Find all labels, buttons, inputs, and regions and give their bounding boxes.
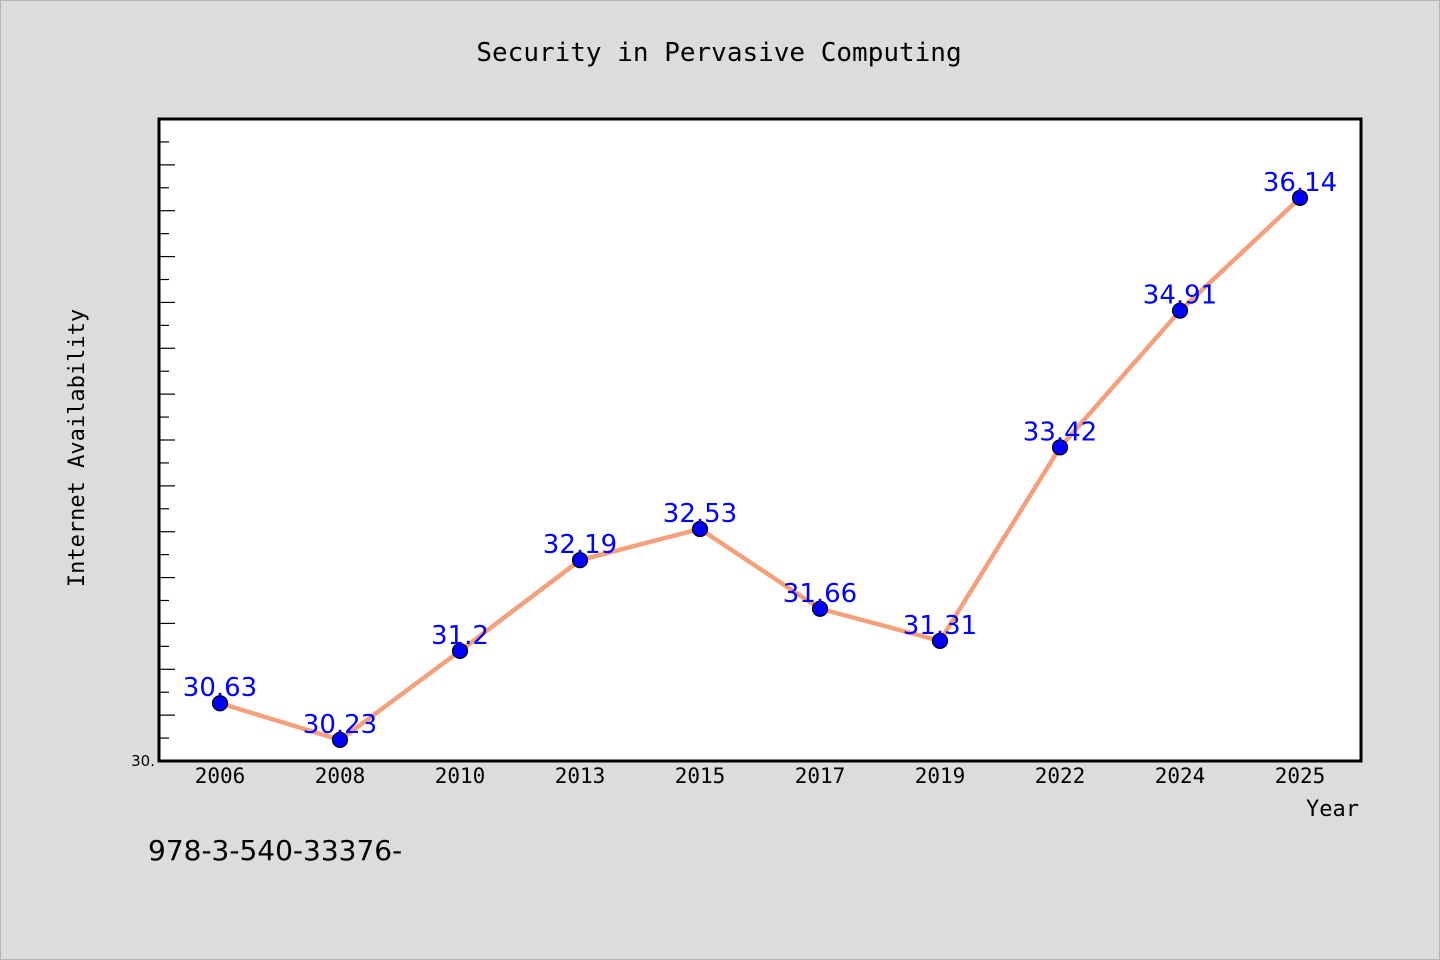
series-line [217, 195, 1303, 743]
series-line-group [217, 195, 1303, 743]
plot-area [157, 117, 1363, 763]
data-label: 31.66 [783, 579, 857, 609]
data-label: 32.19 [543, 530, 617, 560]
data-label: 32.53 [663, 499, 737, 529]
x-tick-label: 2024 [1155, 764, 1206, 788]
x-tick-label: 2006 [195, 764, 246, 788]
data-point-marker [451, 642, 469, 660]
x-tick-labels: 2006 2008 2010 2013 2015 2017 2019 2022 2024 2025 [195, 764, 1326, 788]
data-label: 31.31 [903, 611, 977, 641]
data-point-marker [811, 600, 829, 617]
data-label: 33.42 [1023, 417, 1097, 447]
x-tick-label: 2025 [1275, 764, 1326, 788]
series-data-labels: 30.63 30.23 31.2 32.19 32.53 31.66 31.31 33.42 3… [183, 168, 1337, 740]
data-label: 36.14 [1263, 168, 1337, 198]
data-label: 30.63 [183, 673, 257, 703]
data-point-marker [1051, 439, 1069, 456]
y-axis-label: Internet Availability [65, 309, 90, 587]
data-label: 34.91 [1143, 281, 1217, 311]
footer-caption: 978-3-540-33376- [148, 834, 403, 867]
x-tick-label: 2010 [435, 764, 486, 788]
data-point-marker [1291, 189, 1309, 206]
data-point-marker [691, 520, 709, 538]
data-point-marker [331, 731, 349, 749]
x-tick-label: 2022 [1035, 764, 1086, 788]
data-label: 31.2 [431, 621, 489, 651]
x-axis-label: Year [1306, 797, 1359, 822]
x-tick-label: 2015 [675, 764, 726, 788]
x-tick-label: 2013 [555, 764, 606, 788]
data-label: 30.23 [303, 710, 377, 740]
y-axis-min-tick-label: 30. [131, 752, 155, 770]
series-markers [211, 189, 1309, 749]
y-axis-ticks [159, 141, 175, 739]
data-point-marker [931, 632, 949, 649]
x-tick-label: 2019 [915, 764, 966, 788]
data-point-marker [571, 552, 589, 569]
x-tick-label: 2008 [315, 764, 366, 788]
x-tick-label: 2017 [795, 764, 846, 788]
data-point-marker [211, 695, 229, 712]
data-point-marker [1171, 302, 1189, 319]
chart-title: Security in Pervasive Computing [476, 38, 961, 68]
